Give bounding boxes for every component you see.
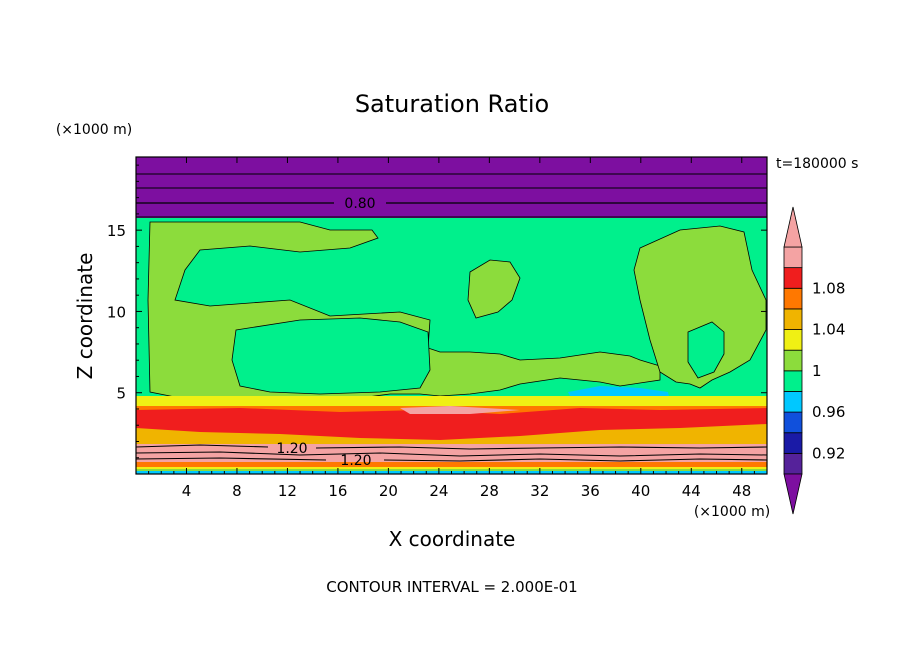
colorbar-extend-max [783,206,803,248]
chart-title: Saturation Ratio [355,90,549,118]
low-pink-band [136,444,767,462]
y-tick-label: 15 [107,222,126,240]
contour-line [135,451,768,457]
x-tick-label: 16 [328,482,347,500]
contour-label-120-upper: 1.20 [276,441,307,457]
red-band-core [136,408,767,440]
colorbar-swatch [783,349,803,372]
dry-pocket-mid [231,317,431,395]
colorbar-swatch [783,246,803,269]
colorbar-label: 0.92 [812,444,845,462]
x-axis-title: X coordinate [389,527,516,551]
x-tick-label: 4 [182,482,192,500]
x-tick-label: 28 [480,482,499,500]
contour-line-120-upper [135,444,768,450]
y-tick-label: 5 [116,385,126,403]
colorbar-label: 0.96 [812,403,845,421]
time-label: t=180000 s [776,156,858,172]
colorbar-swatch [783,287,803,310]
colorbar-label: 1.04 [812,321,845,339]
x-tick-label: 24 [429,482,448,500]
x-tick-label: 44 [682,482,701,500]
contour-line-120-lower [135,457,768,462]
surface-orange-band [136,462,767,468]
colorbar-swatch [783,432,803,454]
x-tick-label: 48 [732,482,751,500]
contour-label-080: 0.80 [344,196,375,212]
x-tick-label: 12 [278,482,297,500]
colorbar-extend-min [783,473,803,515]
moist-region-upper-mid [467,259,521,319]
x-unit-label: (×1000 m) [694,504,770,520]
pink-core [400,406,520,414]
x-tick-label: 8 [232,482,242,500]
surface-yellow-band [136,467,767,470]
colorbar-swatch [783,370,803,392]
colorbar-swatch [783,329,803,351]
contour-label-120-lower: 1.20 [340,453,371,469]
colorbar-swatch [783,391,803,413]
dry-pocket-right [687,321,725,379]
plot-area: 0.80 1.20 1.20 [135,156,768,475]
colorbar-swatch [783,411,803,434]
y-tick-label: 10 [107,303,126,321]
colorbar-label: 1 [812,362,822,380]
colorbar: 1.08 1.04 1 0.96 0.92 [783,206,845,515]
colorbar-swatch [783,308,803,330]
surface-green-band [136,469,767,471]
colorbar-label: 1.08 [812,279,845,297]
x-tick-label: 36 [581,482,600,500]
x-tick-label: 20 [379,482,398,500]
x-tick-label: 40 [631,482,650,500]
contour-interval-footer: CONTOUR INTERVAL = 2.000E-01 [326,578,577,596]
colorbar-swatch [783,267,803,289]
colorbar-swatch [783,452,803,475]
x-tick-label: 32 [530,482,549,500]
y-axis-title: Z coordinate [73,253,97,380]
y-unit-label: (×1000 m) [56,122,132,138]
moist-region-right [633,225,767,389]
